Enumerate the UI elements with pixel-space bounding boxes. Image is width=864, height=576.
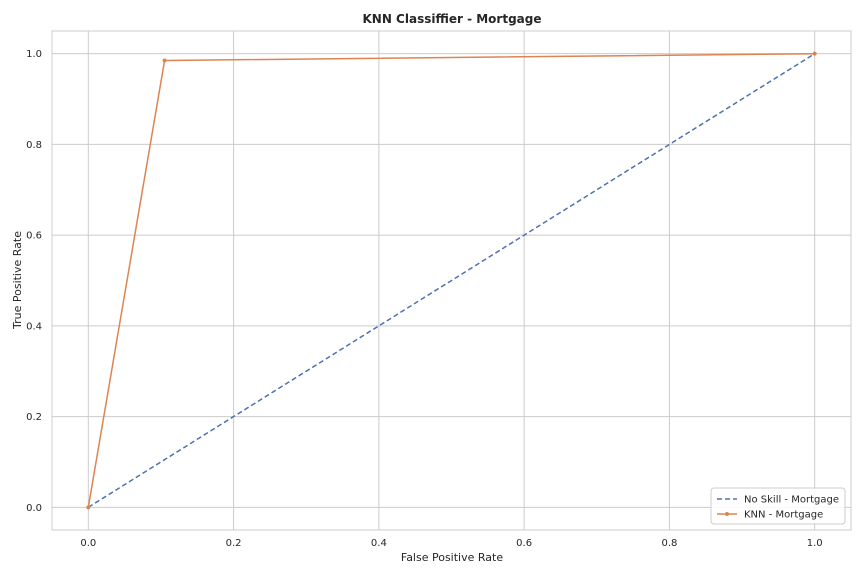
series-line-0 bbox=[87, 53, 816, 508]
y-tick-label: 0.6 bbox=[26, 231, 42, 242]
data-point bbox=[86, 505, 91, 510]
x-tick-label: 0.4 bbox=[371, 538, 387, 549]
plot-frame bbox=[51, 30, 852, 531]
x-tick-label: 0.2 bbox=[226, 538, 242, 549]
grid bbox=[52, 31, 851, 530]
y-tick-label: 0.2 bbox=[26, 412, 42, 423]
y-tick-label: 0.4 bbox=[26, 321, 42, 332]
y-tick-label: 1.0 bbox=[26, 49, 42, 60]
x-axis-label: False Positive Rate bbox=[401, 551, 503, 564]
data-point bbox=[812, 51, 817, 56]
x-tick-label: 0.6 bbox=[516, 538, 532, 549]
legend-box bbox=[710, 487, 846, 525]
tick-labels: 0.0 0.2 0.4 0.6 0.8 1.0 0.0 0.2 0.4 0.6 0.8 1.0 bbox=[26, 49, 823, 549]
legend-marker bbox=[725, 512, 729, 516]
x-tick-label: 1.0 bbox=[807, 538, 823, 549]
legend-label: No Skill - Mortgage bbox=[744, 495, 839, 506]
series-group bbox=[86, 51, 817, 510]
legend-label: KNN - Mortgage bbox=[744, 510, 823, 521]
y-axis-label: True Positive Rate bbox=[11, 231, 24, 330]
data-point bbox=[162, 58, 167, 63]
x-tick-label: 0.8 bbox=[661, 538, 677, 549]
x-tick-label: 0.0 bbox=[80, 538, 96, 549]
y-tick-label: 0.8 bbox=[26, 140, 42, 151]
chart-title: KNN Classiffier - Mortgage bbox=[362, 12, 541, 26]
y-tick-label: 0.0 bbox=[26, 503, 42, 514]
legend: No Skill - Mortgage KNN - Mortgage bbox=[710, 487, 846, 525]
